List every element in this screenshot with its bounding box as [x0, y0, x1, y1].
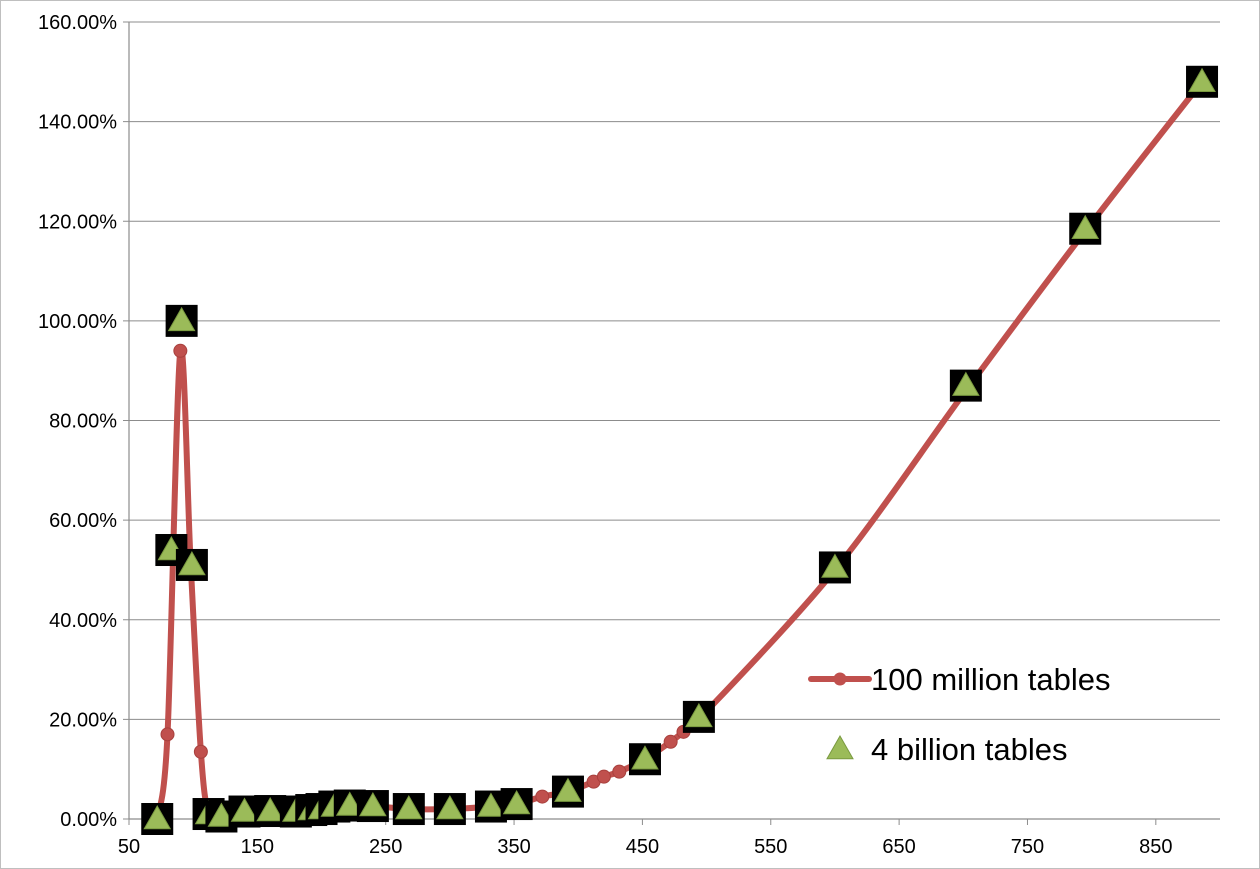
data-point-4-billion-tables: [436, 795, 464, 820]
x-tick-label: 350: [497, 836, 530, 858]
x-tick-label: 850: [1139, 836, 1172, 858]
legend: 100 million tables 4 billion tables: [808, 662, 1111, 767]
legend-marker-4-billion-tables: [826, 734, 854, 760]
y-tick-label: 20.00%: [49, 709, 117, 731]
y-tick-label: 60.00%: [49, 510, 117, 532]
gridlines: [129, 21, 1220, 820]
data-point-100-million-tables: [663, 734, 678, 749]
x-tick-label: 750: [1011, 836, 1044, 858]
data-point-4-billion-tables: [821, 553, 849, 578]
y-tick-label: 120.00%: [38, 211, 117, 233]
data-point-100-million-tables: [596, 769, 611, 784]
data-point-4-billion-tables: [631, 745, 659, 770]
data-point-4-billion-tables: [685, 702, 713, 728]
y-tick-label: 0.00%: [60, 809, 117, 831]
x-tick-label: 650: [882, 836, 915, 858]
y-tick-label: 40.00%: [49, 610, 117, 632]
data-point-4-billion-tables: [477, 792, 505, 817]
x-tick-label: 50: [118, 836, 140, 858]
data-point-4-billion-tables: [502, 790, 531, 815]
series-line-100-million-tables: [154, 78, 1206, 822]
data-point-4-billion-tables: [207, 802, 236, 827]
data-point-100-million-tables: [612, 764, 627, 779]
data-point-4-billion-tables: [335, 791, 364, 816]
x-tick-label: 150: [241, 836, 274, 858]
data-point-100-million-tables: [160, 727, 175, 742]
data-point-4-billion-tables: [256, 797, 285, 822]
data-point-4-billion-tables: [359, 792, 387, 817]
legend-label-100-million-tables: 100 million tables: [871, 662, 1111, 697]
data-point-4-billion-tables: [230, 797, 259, 822]
legend-label-4-billion-tables: 4 billion tables: [871, 732, 1067, 767]
data-point-4-billion-tables: [167, 306, 196, 332]
data-point-4-billion-tables: [143, 804, 172, 830]
x-tick-label: 550: [754, 836, 787, 858]
data-point-4-billion-tables: [1188, 67, 1216, 93]
data-point-4-billion-tables: [951, 371, 980, 396]
y-tick-label: 80.00%: [49, 411, 117, 433]
data-point-100-million-tables: [173, 343, 188, 358]
y-tick-label: 140.00%: [38, 112, 117, 134]
data-point-4-billion-tables: [394, 795, 423, 820]
data-point-100-million-tables: [193, 744, 208, 759]
data-point-4-billion-tables: [178, 550, 206, 576]
y-tick-label: 160.00%: [38, 12, 117, 34]
x-tick-label: 250: [369, 836, 402, 858]
data-point-4-billion-tables: [1071, 214, 1100, 239]
legend-marker-100-million-tables: [833, 672, 847, 686]
x-tick-label: 450: [626, 836, 659, 858]
data-point-100-million-tables: [535, 789, 550, 804]
data-point-4-billion-tables: [554, 777, 582, 802]
y-tick-label: 100.00%: [38, 311, 117, 333]
